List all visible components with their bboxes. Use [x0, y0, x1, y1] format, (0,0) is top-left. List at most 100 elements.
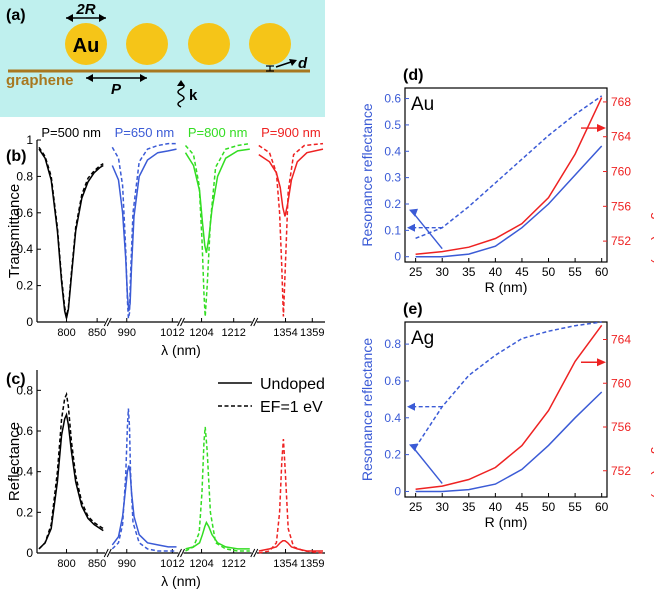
undoped-curve — [111, 148, 177, 312]
left-y-tick-label: 0 — [394, 250, 401, 264]
x-tick-label: 60 — [595, 500, 609, 514]
doped-curve — [111, 408, 177, 552]
segment-title: P=650 nm — [115, 125, 175, 140]
right-y-tick-label: 756 — [611, 199, 631, 213]
right-y-axis-label: Resonance wavelength (nm) — [651, 320, 654, 498]
axis-break-mark — [250, 548, 256, 558]
segment-title: P=500 nm — [41, 125, 101, 140]
left-y-tick-label: 0.3 — [384, 171, 401, 185]
x-tick-label: 60 — [595, 265, 609, 279]
left-y-tick-label: 0.4 — [384, 144, 401, 158]
right-y-tick-label: 760 — [611, 165, 631, 179]
doped-curve — [185, 426, 250, 552]
left-y-tick-label: 0.2 — [384, 448, 401, 462]
axis-break-mark — [180, 317, 185, 327]
left-y-tick-label: 0.5 — [384, 118, 401, 132]
solid-pointer-arrow — [413, 448, 443, 484]
material-label: Au — [411, 94, 434, 115]
resonance-wavelength-curve — [415, 97, 603, 255]
doped-curve — [38, 391, 104, 550]
resonance-wavelength-curve — [415, 324, 603, 491]
x-tick-label: 25 — [409, 265, 423, 279]
dashed-pointer-arrowhead — [407, 402, 415, 411]
x-tick-label: 55 — [568, 265, 582, 279]
y-tick-label: 0.6 — [16, 206, 33, 220]
x-tick-label: 35 — [462, 500, 476, 514]
schematic-panel-label: (a) — [6, 7, 26, 24]
ag-resonance-chart: (e) Ag 25 30 35 40 45 50 55 60 R (nm) 0 0.2 0.4 0.6 0.8… — [359, 301, 654, 530]
x-tick-label: 40 — [489, 265, 503, 279]
undoped-curve — [184, 148, 250, 253]
left-y-axis-label: Resonance reflectance — [359, 103, 375, 246]
panel-label: (d) — [403, 67, 423, 84]
y-tick-label: 0 — [26, 546, 33, 560]
x-tick-label: 30 — [436, 500, 450, 514]
x-tick-label: 1012 — [160, 327, 184, 339]
x-tick-label: 850 — [88, 558, 106, 570]
right-y-tick-label: 764 — [611, 333, 631, 347]
undoped-curve — [111, 465, 177, 548]
particle-label: Au — [73, 35, 100, 57]
right-y-tick-label: 752 — [611, 234, 631, 248]
diameter-arrowhead-left — [66, 14, 73, 22]
x-tick-label: 30 — [436, 265, 450, 279]
y-tick-label: 0.8 — [16, 169, 33, 183]
legend-label: EF=1 eV — [260, 399, 323, 416]
right-y-tick-label: 756 — [611, 420, 631, 434]
axis-break-mark — [250, 317, 256, 327]
right-y-axis-label: Resonance wavelength (nm) — [651, 86, 654, 264]
x-tick-label: 1354 — [273, 327, 297, 339]
x-axis-label: R (nm) — [485, 279, 528, 295]
panel-label: (e) — [403, 301, 423, 318]
y-tick-label: 0.2 — [16, 505, 33, 519]
reflectance-chart: (c) Reflectance 0 0.2 0.4 0.6 0.8 λ (nm) 800 850 9… — [6, 370, 325, 589]
wavelength-pointer-arrowhead — [597, 124, 606, 133]
period-arrowhead-right — [140, 74, 147, 82]
gap-arrowhead — [289, 59, 297, 66]
gold-particle — [249, 23, 291, 65]
axis-break-mark — [253, 548, 259, 558]
x-tick-label: 1212 — [221, 558, 245, 570]
segment-title: P=900 nm — [261, 125, 321, 140]
x-tick-label: 990 — [118, 327, 136, 339]
axis-break-mark — [106, 317, 112, 327]
left-y-tick-label: 0.8 — [384, 337, 401, 351]
graphene-label: graphene — [6, 72, 74, 89]
x-tick-label: 800 — [57, 558, 75, 570]
axis-break-mark — [180, 548, 185, 558]
left-y-tick-label: 0 — [394, 484, 401, 498]
dashed-pointer-arrowhead — [407, 223, 415, 232]
axis-break-mark — [177, 548, 182, 558]
right-y-tick-label: 760 — [611, 376, 631, 390]
x-tick-label: 45 — [515, 500, 529, 514]
x-tick-label: 1359 — [300, 558, 324, 570]
diameter-arrowhead-right — [99, 14, 106, 22]
x-tick-label: 55 — [568, 500, 582, 514]
y-axis-label: Reflectance — [6, 422, 23, 501]
x-tick-label: 50 — [542, 265, 556, 279]
gold-particle — [126, 23, 168, 65]
wavevector-label: k — [189, 87, 198, 104]
axis-break-mark — [103, 317, 109, 327]
solid-pointer-arrow — [413, 213, 443, 250]
doped-curve — [38, 146, 104, 317]
x-tick-label: 800 — [57, 327, 75, 339]
left-y-axis-label: Resonance reflectance — [359, 338, 375, 481]
transmittance-chart: (b) Transmittance 0 0.2 0.4 0.6 0.8 1 λ (nm) 800 8… — [6, 125, 325, 358]
undoped-curve — [258, 148, 324, 217]
axis-break-mark — [103, 548, 109, 558]
material-label: Ag — [411, 328, 434, 349]
gold-particle — [188, 23, 230, 65]
panel-label: (c) — [6, 371, 26, 388]
solid-pointer-arrowhead — [409, 443, 418, 452]
right-y-tick-label: 764 — [611, 130, 631, 144]
period-label: P — [111, 81, 122, 98]
right-y-tick-label: 752 — [611, 464, 631, 478]
x-tick-label: 990 — [118, 558, 136, 570]
x-tick-label: 45 — [515, 265, 529, 279]
doped-curve — [258, 439, 324, 554]
x-tick-label: 1204 — [189, 558, 213, 570]
y-tick-label: 0 — [26, 315, 33, 329]
legend-label: Undoped — [260, 376, 325, 393]
